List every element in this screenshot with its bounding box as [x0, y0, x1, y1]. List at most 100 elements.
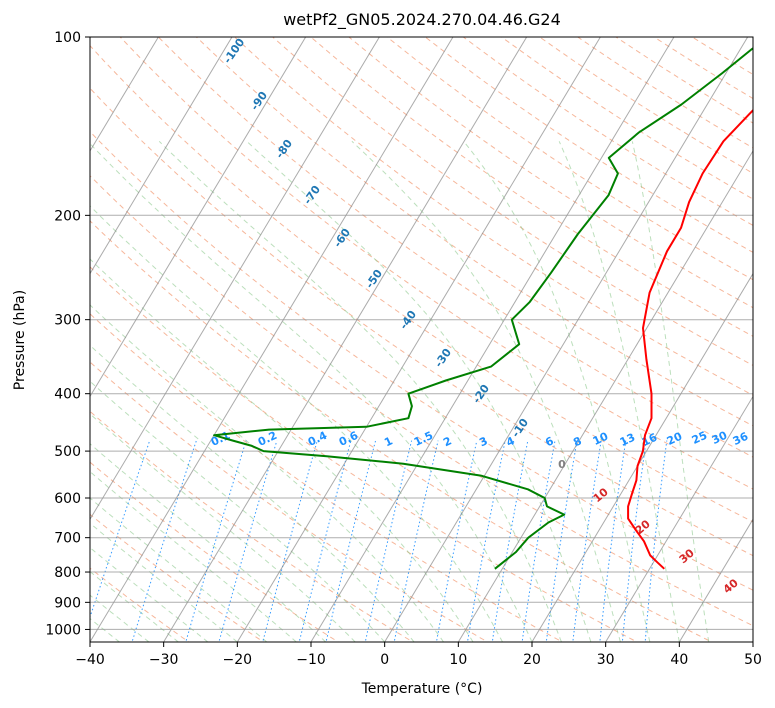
- x-tick-label: −30: [149, 652, 179, 668]
- mixing-ratio-line: [298, 440, 352, 642]
- mixing-ratio-label: 20: [665, 430, 685, 448]
- y-tick-label: 200: [54, 208, 81, 224]
- isotherm: [90, 37, 454, 642]
- mixing-ratio-line: [364, 440, 413, 642]
- moist-adiabat: [463, 140, 651, 642]
- isotherm-label: -90: [248, 89, 270, 113]
- moist-adiabat: [90, 570, 179, 642]
- y-tick-label: 500: [54, 444, 81, 460]
- temperature-profile-line: [627, 108, 753, 570]
- mixing-ratio-label: 3: [477, 434, 489, 449]
- dry-adiabat: [539, 37, 753, 174]
- moist-adiabat: [90, 471, 297, 642]
- mixing-ratio-line: [572, 440, 602, 642]
- dry-adiabat-label: 30: [677, 546, 697, 566]
- y-tick-label: 800: [54, 565, 81, 581]
- background-lines: [90, 37, 753, 642]
- isotherm-label: -20: [470, 382, 492, 406]
- isotherm-label: -30: [432, 346, 454, 370]
- moist-adiabat-label: 0: [558, 458, 566, 471]
- y-axis-label: Pressure (hPa): [12, 290, 28, 390]
- moist-adiabat: [90, 443, 327, 642]
- mixing-ratio-line: [262, 440, 318, 642]
- isopleth-labels: -100-90-80-70-60-50-40-30-20-100.1 0.2 0.4…: [209, 37, 751, 596]
- x-tick-label: −20: [223, 652, 253, 668]
- dry-adiabat: [615, 37, 753, 124]
- dry-adiabat: [653, 37, 753, 100]
- mixing-ratio-label: 30: [710, 429, 730, 447]
- y-tick-label: 1000: [45, 622, 81, 638]
- x-tick-label: −10: [296, 652, 326, 668]
- dry-adiabat: [90, 266, 639, 642]
- mixing-ratio-label: 1.5: [412, 429, 435, 449]
- plot-frame: [89, 36, 754, 643]
- y-tick-label: 300: [54, 313, 81, 329]
- dry-adiabat: [386, 37, 753, 281]
- y-tick-label: 600: [54, 491, 81, 507]
- mixing-ratio-label: 13: [618, 431, 637, 449]
- mixing-ratio-line: [644, 440, 668, 642]
- isotherm: [90, 37, 159, 152]
- dry-adiabat-label: 40: [721, 576, 741, 596]
- mixing-ratio-line: [466, 440, 506, 642]
- dry-adiabat-label: 10: [591, 485, 611, 505]
- mixing-ratio-label: 0.2: [256, 429, 279, 449]
- mixing-ratio-line: [218, 440, 278, 642]
- x-tick-label: −40: [75, 652, 105, 668]
- mixing-ratio-label: 1: [382, 434, 394, 449]
- x-tick-label: 30: [597, 652, 615, 668]
- dry-adiabat: [90, 130, 753, 591]
- mixing-ratio-line: [393, 440, 439, 642]
- mixing-ratio-line: [435, 440, 478, 642]
- y-tick-label: 900: [54, 595, 81, 611]
- isotherm: [531, 272, 753, 642]
- isotherm: [90, 37, 380, 521]
- isotherm-label: -70: [301, 183, 323, 207]
- mixing-ratio-label: 25: [690, 429, 709, 447]
- mixing-ratio-label: 10: [591, 430, 611, 448]
- mixing-ratio-label: 0.6: [337, 429, 360, 449]
- dry-adiabat: [90, 175, 753, 627]
- mixing-ratio-line: [185, 440, 247, 642]
- isotherm-label: -40: [397, 308, 419, 332]
- mixing-ratio-label: 2: [441, 434, 453, 449]
- dry-adiabat: [234, 37, 753, 396]
- isotherm: [310, 37, 675, 642]
- dry-adiabat: [157, 37, 753, 458]
- isotherm: [457, 149, 753, 642]
- mixing-ratio-line: [521, 440, 556, 642]
- dry-adiabat: [310, 37, 753, 337]
- x-tick-label: 20: [523, 652, 541, 668]
- moist-adiabat: [90, 522, 238, 642]
- y-tick-label: 700: [54, 531, 81, 547]
- isotherm: [678, 518, 753, 642]
- x-tick-label: 10: [449, 652, 467, 668]
- isotherm: [384, 37, 749, 642]
- moist-adiabat: [158, 140, 562, 642]
- moist-adiabat: [90, 413, 356, 642]
- moist-adiabat: [90, 142, 533, 642]
- mixing-ratio-line: [599, 440, 627, 642]
- mixing-ratio-label: 36: [731, 430, 751, 448]
- dry-adiabat: [90, 220, 713, 642]
- isotherm: [236, 37, 601, 642]
- isotherm: [163, 37, 528, 642]
- dry-adiabat: [90, 567, 190, 642]
- moist-adiabat: [90, 497, 268, 642]
- isotherm: [752, 640, 753, 642]
- x-tick-label: 50: [744, 652, 762, 668]
- dry-adiabat: [272, 37, 753, 367]
- y-tick-label: 100: [54, 30, 81, 46]
- dry-adiabat: [90, 410, 414, 642]
- isotherm: [90, 37, 233, 275]
- dry-adiabat: [691, 37, 753, 76]
- dry-adiabat: [501, 37, 753, 200]
- y-tick-label: 400: [54, 387, 81, 403]
- dry-adiabat: [90, 44, 753, 523]
- moist-adiabat: [90, 547, 209, 642]
- isotherm-label: -50: [363, 267, 385, 291]
- x-ticks: −40 −30 −20 −10 0 10 20 30 40 50: [75, 642, 762, 668]
- chart-title: wetPf2_GN05.2024.270.04.46.G24: [283, 10, 561, 30]
- mixing-ratio-line: [545, 440, 578, 642]
